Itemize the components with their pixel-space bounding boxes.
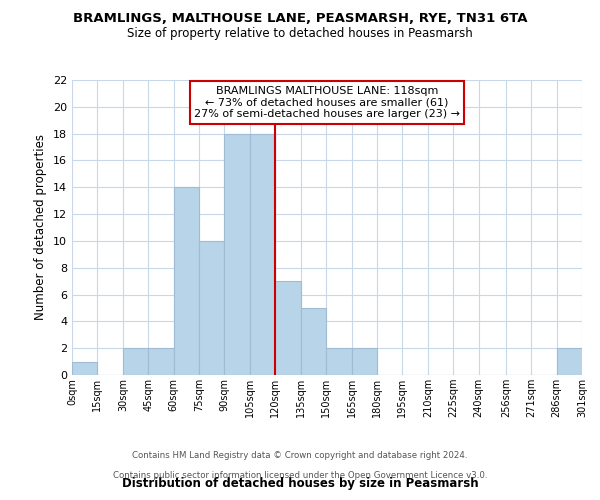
Bar: [173, 188, 199, 375]
Bar: [275, 281, 301, 375]
Bar: [326, 348, 352, 375]
Text: BRAMLINGS, MALTHOUSE LANE, PEASMARSH, RYE, TN31 6TA: BRAMLINGS, MALTHOUSE LANE, PEASMARSH, RY…: [73, 12, 527, 26]
Bar: [199, 241, 224, 375]
Bar: [301, 308, 326, 375]
Y-axis label: Number of detached properties: Number of detached properties: [34, 134, 47, 320]
Bar: [123, 348, 148, 375]
Bar: [250, 134, 275, 375]
Bar: [148, 348, 173, 375]
Text: BRAMLINGS MALTHOUSE LANE: 118sqm
← 73% of detached houses are smaller (61)
27% o: BRAMLINGS MALTHOUSE LANE: 118sqm ← 73% o…: [194, 86, 460, 119]
Bar: [352, 348, 377, 375]
Bar: [224, 134, 250, 375]
Bar: [557, 348, 582, 375]
Bar: [72, 362, 97, 375]
Text: Distribution of detached houses by size in Peasmarsh: Distribution of detached houses by size …: [122, 477, 478, 490]
Text: Contains HM Land Registry data © Crown copyright and database right 2024.: Contains HM Land Registry data © Crown c…: [132, 451, 468, 460]
Text: Contains public sector information licensed under the Open Government Licence v3: Contains public sector information licen…: [113, 471, 487, 480]
Text: Size of property relative to detached houses in Peasmarsh: Size of property relative to detached ho…: [127, 28, 473, 40]
